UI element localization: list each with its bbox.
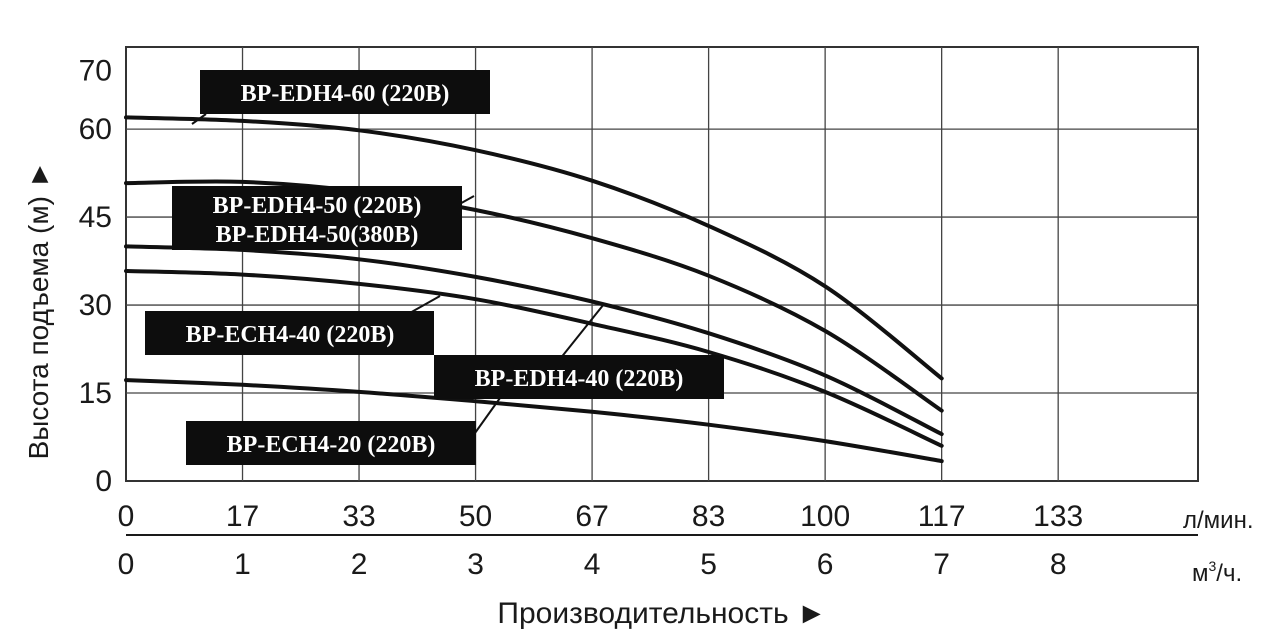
series-line [124, 378, 944, 464]
y-tick-label: 15 [79, 377, 112, 410]
x-tick-label-m3h: 6 [817, 548, 834, 581]
series-labels: BP-EDH4-60 (220В) BP-EDH4-50 (220В) BP-EDH… [145, 70, 724, 465]
series-label-box [172, 186, 462, 222]
series-label-box [434, 355, 724, 399]
y-axis-arrow: ► [23, 161, 54, 197]
y-tick-label: 0 [95, 465, 112, 498]
y-tick-label: 30 [79, 289, 112, 322]
series-label-text: BP-ECH4-20 (220В) [227, 432, 436, 458]
series-label-text: BP-EDH4-60 (220В) [241, 81, 450, 107]
x-tick-label-lpm: 67 [575, 500, 608, 533]
x-tick-label-m3h: 7 [933, 548, 950, 581]
x-tick-label-lpm: 100 [800, 500, 850, 533]
x-tick-label-m3h: 0 [118, 548, 135, 581]
svg-text:Высота подъема (м) ►: Высота подъема (м) ► [23, 161, 54, 460]
x-tick-label-lpm: 117 [918, 500, 966, 533]
x-tick-label-m3h: 8 [1050, 548, 1067, 581]
unit-superscript: 3 [1209, 558, 1217, 574]
x-axis-title: Производительность ► [497, 597, 826, 630]
y-axis-ticks: 0 15 30 45 60 70 [79, 54, 112, 498]
x-axis-ticks-m3h: 0 1 2 3 4 5 6 7 8 [118, 548, 1067, 581]
x-axis-ticks-lpm: 0 17 33 50 67 83 100 117 133 [118, 500, 1084, 533]
y-tick-label: 45 [79, 201, 112, 234]
x-tick-label-m3h: 3 [467, 548, 484, 581]
x-unit-lpm: л/мин. [1183, 507, 1254, 534]
x-axis-arrow: ► [789, 597, 827, 630]
series-label-text: BP-ECH4-40 (220В) [186, 322, 395, 348]
series-line [124, 269, 944, 448]
x-tick-label-lpm: 50 [459, 500, 492, 533]
y-tick-label: 60 [79, 113, 112, 146]
series-label-text: BP-EDH4-50(380В) [216, 222, 419, 248]
series-label-box [172, 218, 462, 250]
series-line [124, 179, 944, 413]
x-tick-label-lpm: 133 [1033, 500, 1083, 533]
series-label-text: BP-EDH4-50 (220В) [213, 193, 422, 219]
series-label-box [200, 70, 490, 114]
x-tick-label-lpm: 0 [118, 500, 135, 533]
x-tick-label-m3h: 5 [700, 548, 717, 581]
x-tick-label-lpm: 17 [226, 500, 259, 533]
x-tick-label-m3h: 2 [351, 548, 368, 581]
x-tick-label-m3h: 1 [234, 548, 251, 581]
series-label-box [145, 311, 434, 355]
x-tick-label-m3h: 4 [584, 548, 601, 581]
plot-frame [125, 46, 1199, 482]
series-line [124, 115, 944, 381]
leader-line [191, 113, 207, 125]
series-label-box [186, 421, 476, 465]
x-unit-m3h: м3/ч. [1192, 558, 1242, 587]
x-tick-label-lpm: 33 [342, 500, 375, 533]
y-axis-title: Высота подъема (м) ► [23, 161, 54, 460]
leader-line [555, 303, 605, 365]
pump-curves [124, 115, 944, 464]
x-tick-label-lpm: 83 [692, 500, 725, 533]
series-label-text: BP-EDH4-40 (220В) [475, 366, 684, 392]
series-line [124, 244, 944, 437]
y-tick-label: 70 [79, 54, 112, 87]
